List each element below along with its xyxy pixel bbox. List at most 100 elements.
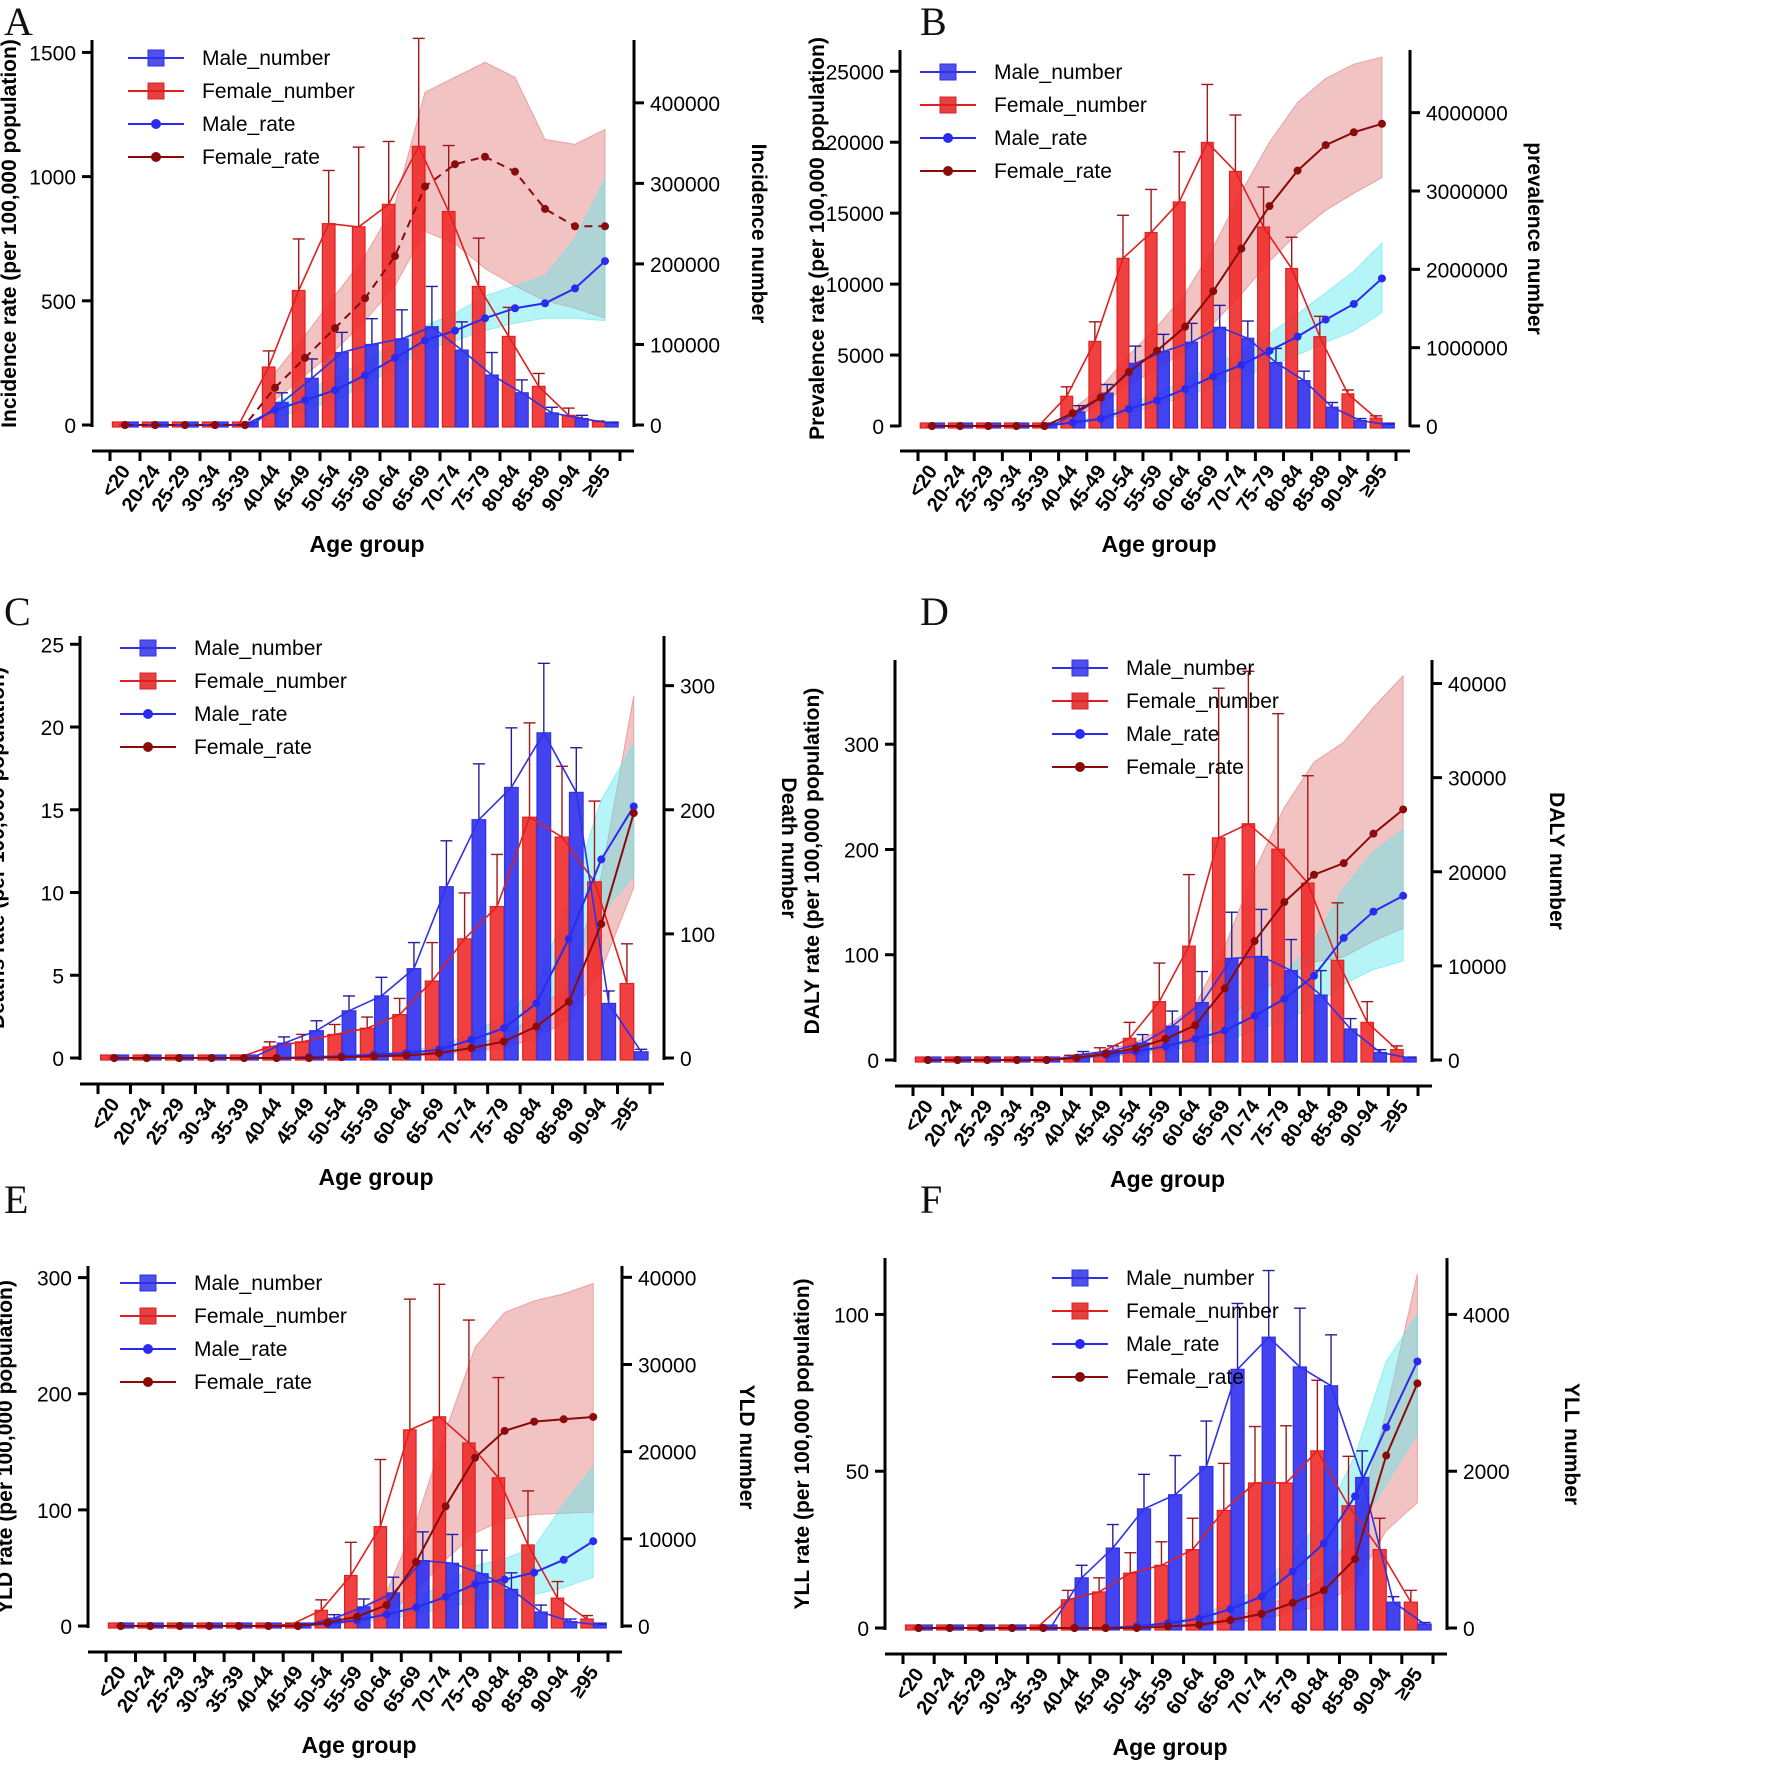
female-rate-point [1413, 1379, 1422, 1388]
legend-square-marker [1071, 692, 1089, 710]
right-axis-title: DALY number [1545, 792, 1568, 930]
male-number-bar [1325, 406, 1339, 429]
left-tick-label: 50 [846, 1461, 869, 1484]
right-tick-label: 400000 [650, 93, 720, 116]
female-rate-point [1319, 1586, 1328, 1595]
male-number-bar [1156, 350, 1170, 429]
female-rate-point [1382, 1451, 1391, 1460]
male-rate-point [1237, 360, 1246, 369]
right-tick-label: 200000 [650, 254, 720, 277]
male-number-bar [1314, 994, 1328, 1063]
left-axis-title: YLD rate (per 100,000 population) [0, 1280, 17, 1614]
right-tick-label: 0 [1426, 416, 1438, 439]
female-rate-point [337, 1053, 346, 1062]
male-rate-point [1195, 1614, 1204, 1623]
male-rate-point [1413, 1357, 1422, 1366]
female-rate-point [1310, 870, 1319, 879]
legend-label: Male_number [1126, 657, 1254, 680]
female-rate-point [564, 997, 573, 1006]
female-rate-point [323, 1618, 332, 1627]
female-rate-point [956, 422, 965, 430]
female-number-bar [1285, 267, 1299, 429]
female-rate-point [207, 1054, 216, 1062]
female-rate-point [1012, 1056, 1021, 1064]
female-rate-point [110, 1054, 119, 1062]
female-rate-point [1321, 141, 1330, 150]
x-axis-title: Age group [302, 1732, 417, 1758]
male-rate-point [391, 353, 399, 362]
left-tick-label: 0 [60, 1616, 72, 1639]
legend-label: Male_rate [1126, 723, 1219, 746]
female-number-bar [1341, 1505, 1356, 1631]
left-tick-label: 20 [41, 717, 64, 740]
left-tick-label: 0 [867, 1050, 879, 1073]
female-rate-point [175, 1054, 184, 1062]
female-rate-point [1068, 409, 1077, 418]
left-tick-label: 20000 [826, 132, 884, 155]
female-rate-point [589, 1412, 598, 1421]
female-number-bar [351, 226, 366, 428]
female-rate-point [175, 1622, 184, 1630]
female-rate-point [1101, 1624, 1110, 1632]
legend-label: Male_number [202, 47, 330, 70]
right-tick-label: 0 [1448, 1050, 1460, 1073]
female-number-bar [550, 1597, 565, 1629]
legend-label: Female_rate [1126, 756, 1244, 779]
right-tick-label: 2000000 [1426, 259, 1508, 282]
legend-label: Male_number [194, 637, 322, 660]
female-number-bar [619, 982, 635, 1061]
female-number-bar [1091, 1591, 1107, 1631]
male-rate-point [271, 406, 279, 415]
right-tick-label: 100000 [650, 334, 720, 357]
female-rate-point [421, 182, 429, 191]
female-number-bar [1257, 226, 1271, 429]
male-rate-point [1319, 1539, 1328, 1548]
right-tick-label: 100 [680, 924, 715, 947]
male-number-bar [633, 1051, 649, 1061]
female-rate-point [1132, 1624, 1141, 1632]
right-tick-label: 300 [680, 676, 715, 699]
male-rate-point [1339, 933, 1348, 942]
female-rate-point [1209, 287, 1218, 296]
male-rate-point [1068, 418, 1077, 427]
right-tick-label: 4000000 [1426, 103, 1508, 126]
male-number-bar [1230, 1368, 1245, 1631]
male-rate-point [1226, 1605, 1235, 1614]
left-tick-label: 5 [52, 965, 64, 988]
right-tick-label: 10000 [1448, 956, 1506, 979]
male-rate-point [1321, 315, 1330, 324]
left-tick-label: 25000 [826, 61, 884, 84]
male-rate-point [564, 934, 573, 943]
female-rate-point [271, 383, 279, 392]
male-rate-point [1209, 372, 1218, 381]
male-number-bar [1343, 1028, 1358, 1063]
left-tick-label: 300 [844, 734, 879, 757]
female-rate-point [211, 421, 219, 429]
left-tick-label: 300 [37, 1268, 72, 1291]
male-rate-point [301, 396, 309, 405]
male-rate-point [532, 999, 541, 1008]
legend-dot-marker [151, 152, 161, 162]
left-tick-label: 500 [41, 291, 76, 314]
female-rate-point [467, 1044, 476, 1053]
left-axis-title: Deaths rate (per 100,000 population) [0, 667, 9, 1029]
male-rate-point [530, 1568, 539, 1577]
female-rate-point [601, 222, 609, 231]
female-rate-point [382, 1601, 391, 1610]
female-rate-point [1191, 1021, 1200, 1030]
legend-label: Male_rate [194, 1338, 287, 1361]
right-tick-label: 200 [680, 800, 715, 823]
chart-panel-c: 05101520250100200300<2020-2425-2930-3435… [0, 634, 800, 1190]
right-axis-title: YLL number [1560, 1383, 1583, 1505]
male-rate-point [1382, 1423, 1391, 1432]
right-tick-label: 10000 [638, 1529, 696, 1552]
male-rate-point [467, 1035, 476, 1044]
male-rate-point [1096, 414, 1105, 423]
male-number-bar [438, 886, 454, 1061]
female-rate-point [151, 421, 159, 429]
left-axis-title: Incidence rate (per 100,000 population) [0, 39, 21, 428]
right-tick-label: 20000 [638, 1442, 696, 1465]
female-rate-point [402, 1051, 411, 1060]
legend-square-marker [139, 1274, 157, 1292]
male-number-bar [406, 968, 422, 1061]
